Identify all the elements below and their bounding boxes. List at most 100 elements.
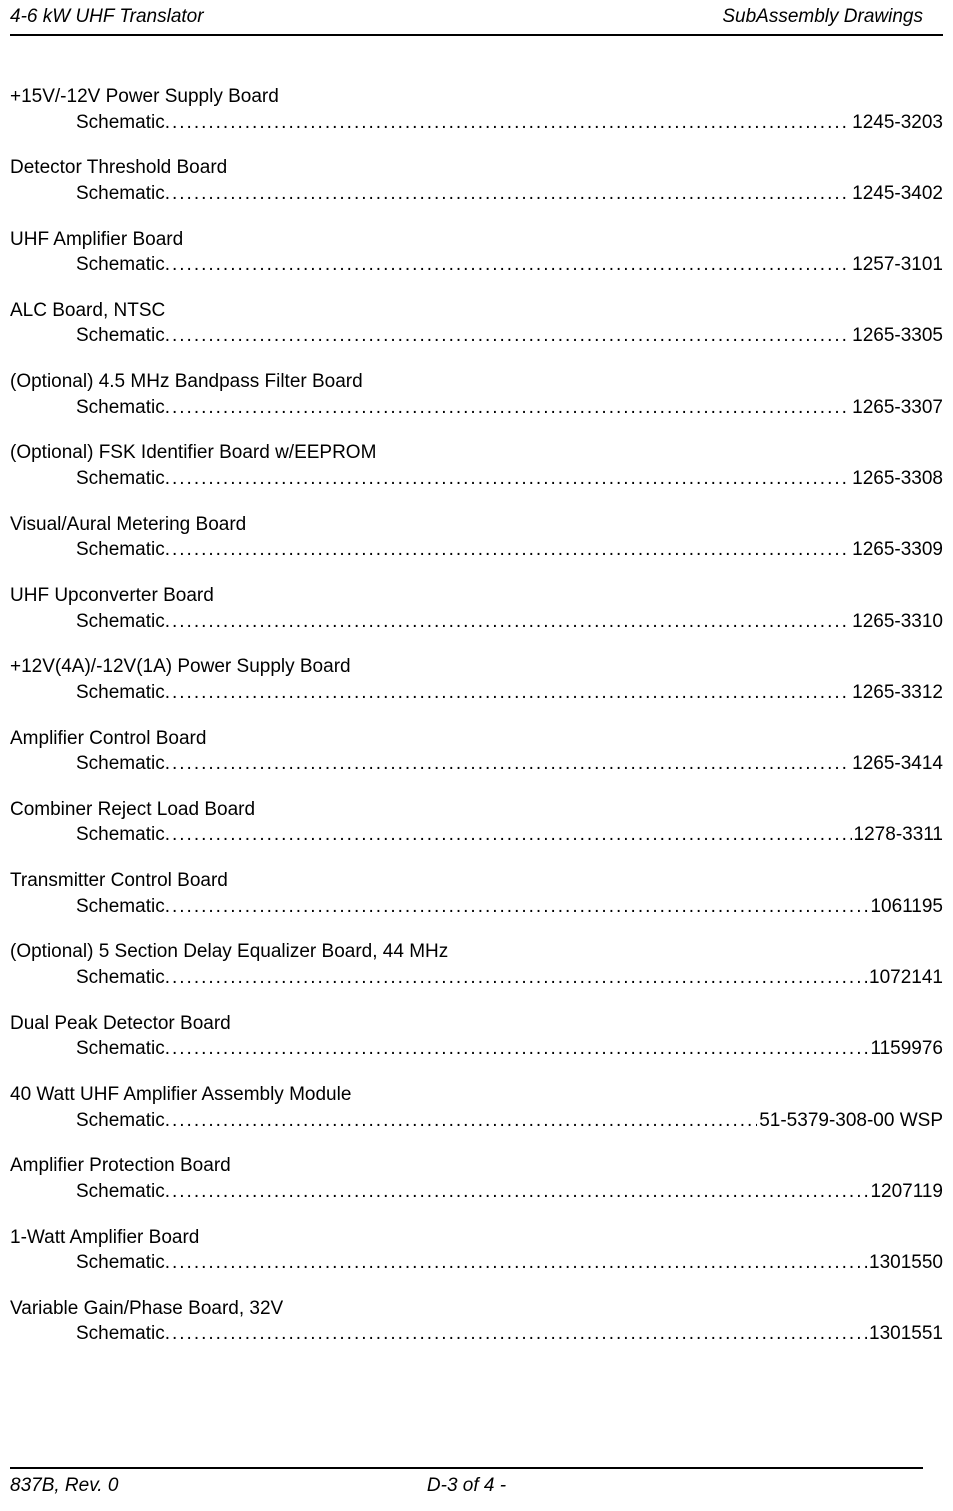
- leader-dots: ........................................…: [165, 1179, 869, 1205]
- leader-dots: ........................................…: [165, 110, 850, 136]
- entry-number: 1072141: [867, 965, 943, 991]
- entry-number: 51-5379-308-00 WSP: [757, 1108, 943, 1134]
- leader-dots: ........................................…: [165, 680, 850, 706]
- entry-label: Schematic: [76, 1250, 165, 1276]
- toc-entry: Visual/Aural Metering Board Schematic ..…: [10, 512, 943, 563]
- page-header: 4-6 kW UHF Translator SubAssembly Drawin…: [0, 0, 953, 34]
- toc-entry: Dual Peak Detector Board Schematic .....…: [10, 1011, 943, 1062]
- entry-row: Schematic ..............................…: [10, 1179, 943, 1205]
- entry-number: 1265-3414: [850, 751, 943, 777]
- entry-number: 1257-3101: [850, 252, 943, 278]
- entry-title: Amplifier Protection Board: [10, 1153, 943, 1179]
- entry-row: Schematic ..............................…: [10, 466, 943, 492]
- leader-dots: ........................................…: [165, 1036, 869, 1062]
- leader-dots: ........................................…: [165, 1321, 867, 1347]
- leader-dots: ........................................…: [165, 1250, 867, 1276]
- entry-number: 1245-3203: [850, 110, 943, 136]
- toc-entry: (Optional) 4.5 MHz Bandpass Filter Board…: [10, 369, 943, 420]
- entry-number: 1245-3402: [850, 181, 943, 207]
- entry-number: 1265-3310: [850, 609, 943, 635]
- toc-entry: UHF Amplifier Board Schematic ..........…: [10, 227, 943, 278]
- toc-entry: Amplifier Control Board Schematic ......…: [10, 726, 943, 777]
- toc-entry: 1-Watt Amplifier Board Schematic .......…: [10, 1225, 943, 1276]
- entry-title: Visual/Aural Metering Board: [10, 512, 943, 538]
- toc-entry: Amplifier Protection Board Schematic ...…: [10, 1153, 943, 1204]
- leader-dots: ........................................…: [165, 894, 869, 920]
- entry-label: Schematic: [76, 822, 165, 848]
- toc-entry: Variable Gain/Phase Board, 32V Schematic…: [10, 1296, 943, 1347]
- leader-dots: ........................................…: [165, 609, 850, 635]
- header-right: SubAssembly Drawings: [722, 6, 923, 28]
- entry-title: Dual Peak Detector Board: [10, 1011, 943, 1037]
- page: 4-6 kW UHF Translator SubAssembly Drawin…: [0, 0, 953, 1511]
- header-left: 4-6 kW UHF Translator: [10, 6, 204, 28]
- entry-label: Schematic: [76, 680, 165, 706]
- entry-number: 1207119: [868, 1179, 943, 1205]
- leader-dots: ........................................…: [165, 466, 850, 492]
- leader-dots: ........................................…: [165, 965, 867, 991]
- entry-row: Schematic ..............................…: [10, 1321, 943, 1347]
- entry-label: Schematic: [76, 751, 165, 777]
- entry-row: Schematic ..............................…: [10, 252, 943, 278]
- entry-row: Schematic ..............................…: [10, 1036, 943, 1062]
- entry-row: Schematic ..............................…: [10, 1108, 943, 1134]
- entry-label: Schematic: [76, 466, 165, 492]
- entry-number: 1061195: [868, 894, 943, 920]
- entry-number: 1265-3307: [850, 395, 943, 421]
- entry-label: Schematic: [76, 1036, 165, 1062]
- entry-number: 1265-3308: [850, 466, 943, 492]
- toc-entry: Transmitter Control Board Schematic ....…: [10, 868, 943, 919]
- entry-number: 1159976: [868, 1036, 943, 1062]
- toc-entry: Detector Threshold Board Schematic .....…: [10, 155, 943, 206]
- entry-row: Schematic ..............................…: [10, 894, 943, 920]
- toc-entry: 40 Watt UHF Amplifier Assembly Module Sc…: [10, 1082, 943, 1133]
- entry-row: Schematic ..............................…: [10, 751, 943, 777]
- entry-title: Detector Threshold Board: [10, 155, 943, 181]
- entry-number: 1265-3305: [850, 323, 943, 349]
- entry-label: Schematic: [76, 894, 165, 920]
- entry-row: Schematic ..............................…: [10, 965, 943, 991]
- entry-title: Combiner Reject Load Board: [10, 797, 943, 823]
- entry-number: 1265-3309: [850, 537, 943, 563]
- entry-number: 1278-3311: [852, 822, 943, 848]
- page-footer: 837B, Rev. 0 D-3 of 4 -: [10, 1467, 923, 1497]
- entry-label: Schematic: [76, 395, 165, 421]
- footer-center: D-3 of 4 -: [10, 1475, 923, 1497]
- leader-dots: ........................................…: [165, 252, 850, 278]
- footer-rule: [10, 1467, 923, 1469]
- entry-label: Schematic: [76, 181, 165, 207]
- entry-number: 1265-3312: [850, 680, 943, 706]
- toc-entry: (Optional) 5 Section Delay Equalizer Boa…: [10, 939, 943, 990]
- entry-label: Schematic: [76, 965, 165, 991]
- leader-dots: ........................................…: [165, 181, 850, 207]
- entry-number: 1301551: [867, 1321, 943, 1347]
- entry-label: Schematic: [76, 537, 165, 563]
- entry-label: Schematic: [76, 323, 165, 349]
- entry-label: Schematic: [76, 110, 165, 136]
- entry-row: Schematic ..............................…: [10, 1250, 943, 1276]
- entry-row: Schematic ..............................…: [10, 110, 943, 136]
- toc-entry: +15V/-12V Power Supply Board Schematic .…: [10, 84, 943, 135]
- entry-row: Schematic ..............................…: [10, 181, 943, 207]
- entry-title: (Optional) FSK Identifier Board w/EEPROM: [10, 440, 943, 466]
- leader-dots: ........................................…: [165, 323, 850, 349]
- entry-row: Schematic ..............................…: [10, 609, 943, 635]
- toc-entry: ALC Board, NTSC Schematic ..............…: [10, 298, 943, 349]
- entry-title: Amplifier Control Board: [10, 726, 943, 752]
- entry-title: 1-Watt Amplifier Board: [10, 1225, 943, 1251]
- entry-label: Schematic: [76, 1321, 165, 1347]
- toc-entry: Combiner Reject Load Board Schematic ...…: [10, 797, 943, 848]
- entry-title: UHF Amplifier Board: [10, 227, 943, 253]
- toc-entry: (Optional) FSK Identifier Board w/EEPROM…: [10, 440, 943, 491]
- footer-row: 837B, Rev. 0 D-3 of 4 -: [10, 1475, 923, 1497]
- entry-label: Schematic: [76, 609, 165, 635]
- toc-entry: UHF Upconverter Board Schematic ........…: [10, 583, 943, 634]
- leader-dots: ........................................…: [165, 822, 852, 848]
- entry-title: +12V(4A)/-12V(1A) Power Supply Board: [10, 654, 943, 680]
- entry-title: (Optional) 4.5 MHz Bandpass Filter Board: [10, 369, 943, 395]
- entry-label: Schematic: [76, 1108, 165, 1134]
- toc-entry: +12V(4A)/-12V(1A) Power Supply Board Sch…: [10, 654, 943, 705]
- entry-title: (Optional) 5 Section Delay Equalizer Boa…: [10, 939, 943, 965]
- entry-row: Schematic ..............................…: [10, 822, 943, 848]
- entry-row: Schematic ..............................…: [10, 537, 943, 563]
